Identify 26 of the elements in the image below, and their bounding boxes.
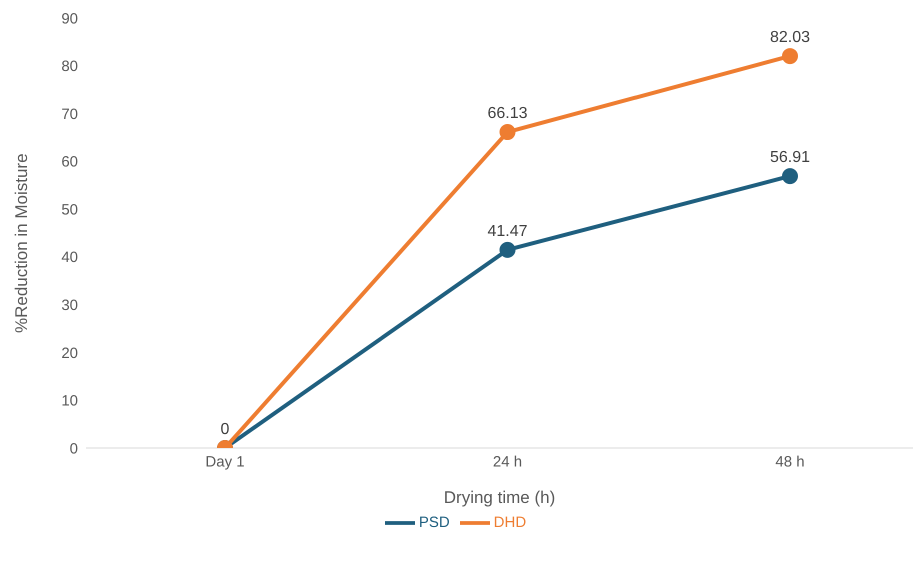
x-axis-title: Drying time (h) bbox=[444, 488, 556, 507]
point bbox=[782, 48, 798, 64]
point bbox=[500, 124, 516, 140]
y-tick-label: 40 bbox=[61, 249, 78, 266]
y-tick-label: 70 bbox=[61, 106, 78, 123]
x-tick-label: Day 1 bbox=[205, 454, 245, 471]
data-label: 41.47 bbox=[487, 222, 528, 240]
y-tick-label: 20 bbox=[61, 344, 78, 362]
y-tick-label: 50 bbox=[61, 201, 78, 218]
x-tick-label: 48 h bbox=[775, 454, 805, 471]
point bbox=[782, 168, 798, 184]
y-tick-label: 60 bbox=[61, 154, 78, 171]
data-label: 56.91 bbox=[770, 149, 810, 166]
y-tick-label: 90 bbox=[61, 10, 78, 28]
data-label: 82.03 bbox=[770, 29, 810, 46]
x-tick-label: 24 h bbox=[492, 454, 522, 471]
legend-label: PSD bbox=[418, 514, 450, 531]
legend-label: DHD bbox=[494, 514, 526, 531]
point bbox=[500, 242, 516, 258]
data-label: 0 bbox=[220, 421, 230, 438]
y-tick-label: 30 bbox=[61, 296, 78, 314]
y-tick-label: 10 bbox=[61, 392, 78, 410]
data-label: 66.13 bbox=[487, 105, 528, 122]
y-tick-label: 0 bbox=[70, 440, 78, 458]
y-axis-title: %Reduction in Moisture bbox=[12, 152, 32, 335]
y-tick-label: 80 bbox=[61, 58, 78, 76]
